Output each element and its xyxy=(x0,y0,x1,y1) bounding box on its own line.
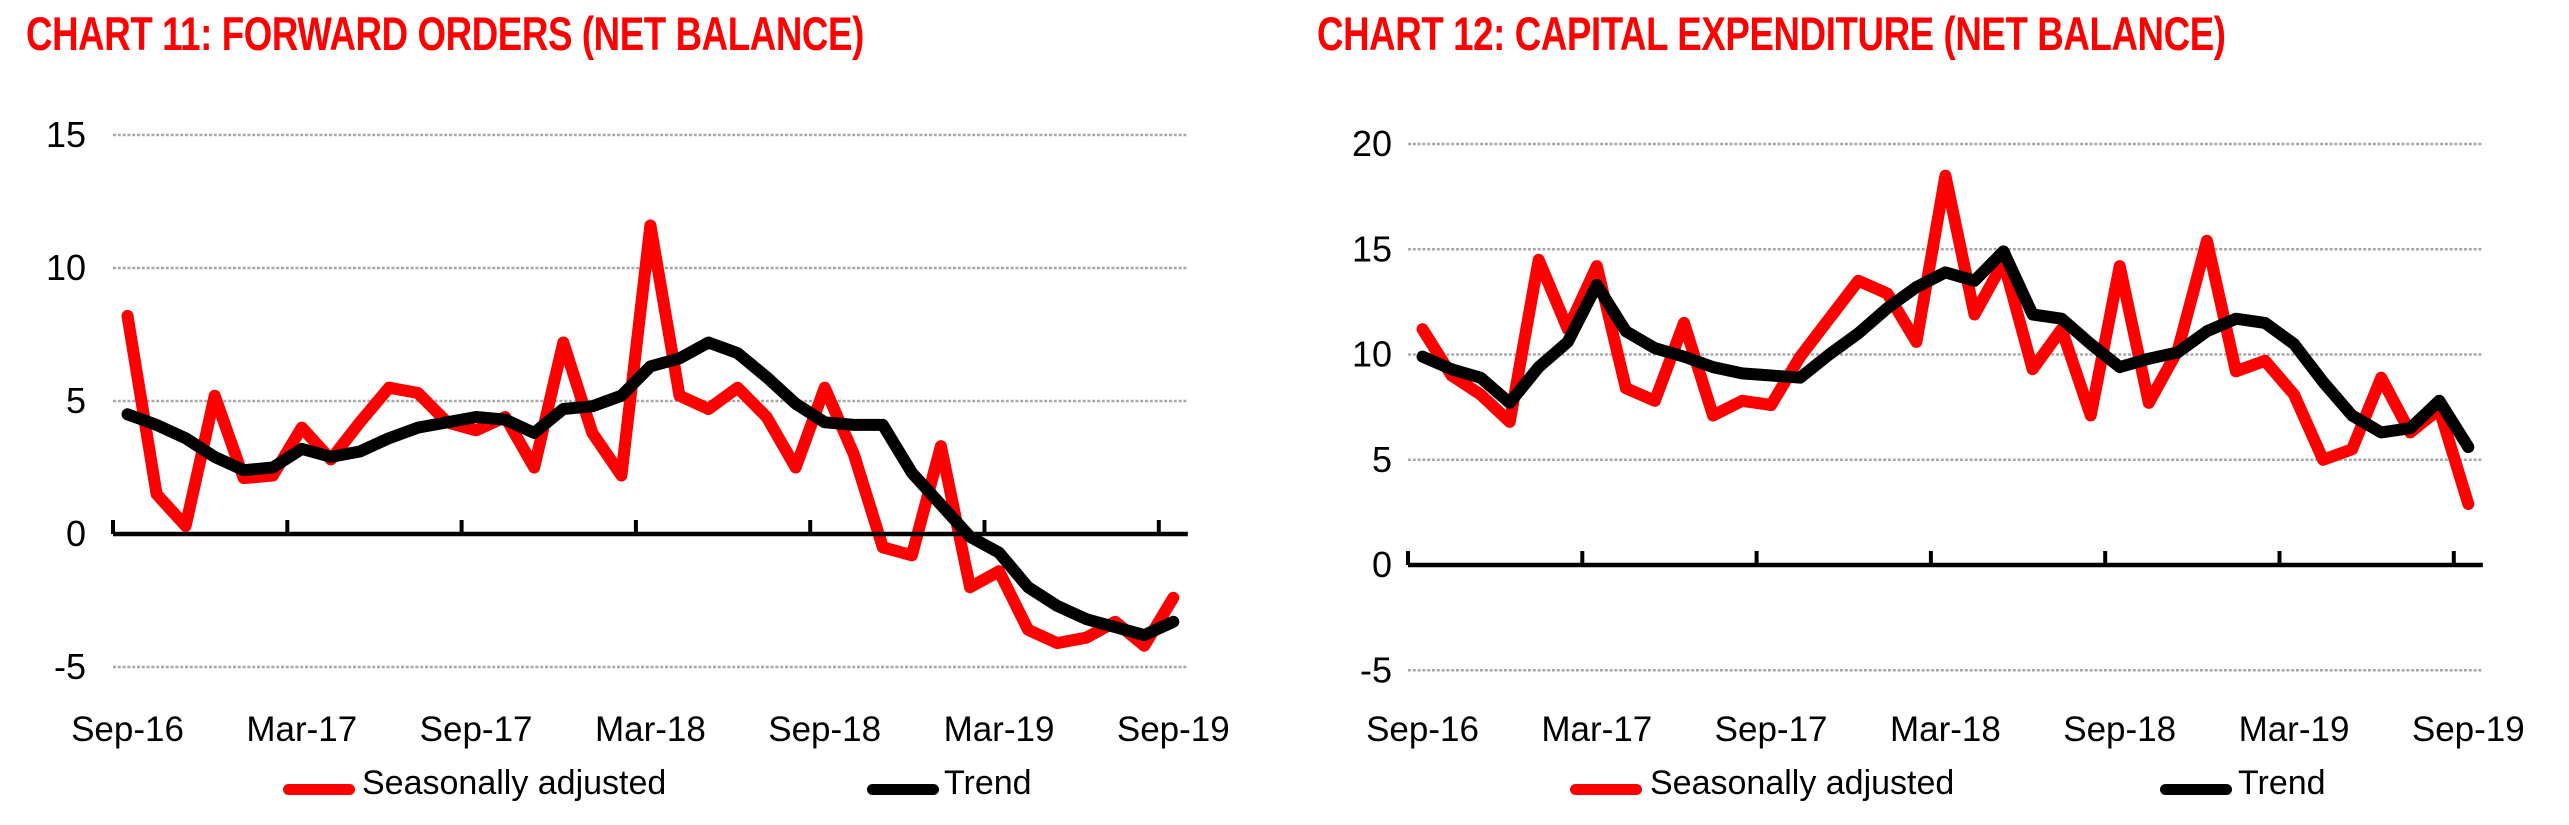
x-axis-tick-label: Sep-16 xyxy=(71,710,184,749)
x-axis-tick-label: Sep-19 xyxy=(2412,710,2525,749)
legend-dash-seasonally-adjusted xyxy=(283,784,355,795)
chart-11-title: CHART 11: FORWARD ORDERS (NET BALANCE) xyxy=(26,7,864,60)
series-line-seasonally-adjusted xyxy=(1416,169,2475,510)
y-axis-tick-label: 10 xyxy=(1352,334,1392,375)
y-axis-tick-label: 15 xyxy=(1352,228,1392,269)
series-line-trend xyxy=(1416,245,2475,454)
legend-label-trend: Trend xyxy=(944,764,1032,802)
x-axis-tick-label: Mar-18 xyxy=(1890,710,2001,749)
x-axis-tick-label: Sep-17 xyxy=(1715,710,1828,749)
x-axis-tick-label: Sep-16 xyxy=(1366,710,1479,749)
y-axis-tick-label: 0 xyxy=(1372,544,1392,585)
y-axis-tick-label: 0 xyxy=(66,513,86,554)
y-axis-tick-label: 15 xyxy=(46,114,86,155)
series-line-seasonally-adjusted xyxy=(121,219,1180,652)
y-axis-tick-label: 5 xyxy=(66,380,86,421)
y-axis-tick-label: 5 xyxy=(1372,439,1392,480)
x-axis-tick-label: Mar-17 xyxy=(1541,710,1652,749)
x-axis-tick-label: Mar-19 xyxy=(2239,710,2350,749)
chart-12-title: CHART 12: CAPITAL EXPENDITURE (NET BALAN… xyxy=(1317,7,2226,60)
x-axis-tick-label: Mar-19 xyxy=(944,710,1055,749)
x-axis-tick-label: Mar-17 xyxy=(246,710,357,749)
legend-label-seasonally-adjusted: Seasonally adjusted xyxy=(362,764,667,802)
y-axis-tick-label: -5 xyxy=(1360,649,1392,690)
legend-dash-seasonally-adjusted xyxy=(1570,784,1642,795)
x-axis-tick-label: Sep-18 xyxy=(2063,710,2176,749)
series-line-trend xyxy=(121,336,1180,642)
y-axis-tick-label: 10 xyxy=(46,247,86,288)
legend-label-trend: Trend xyxy=(2238,764,2326,802)
y-axis-tick-label: 20 xyxy=(1352,123,1392,164)
x-axis-tick-label: Sep-19 xyxy=(1117,710,1230,749)
legend-dash-trend xyxy=(2160,784,2232,795)
x-axis-tick-label: Mar-18 xyxy=(595,710,706,749)
x-axis-tick-label: Sep-18 xyxy=(768,710,881,749)
legend-dash-trend xyxy=(867,784,939,795)
y-axis-tick-label: -5 xyxy=(54,646,86,687)
legend-label-seasonally-adjusted: Seasonally adjusted xyxy=(1650,764,1955,802)
x-axis-tick-label: Sep-17 xyxy=(420,710,533,749)
